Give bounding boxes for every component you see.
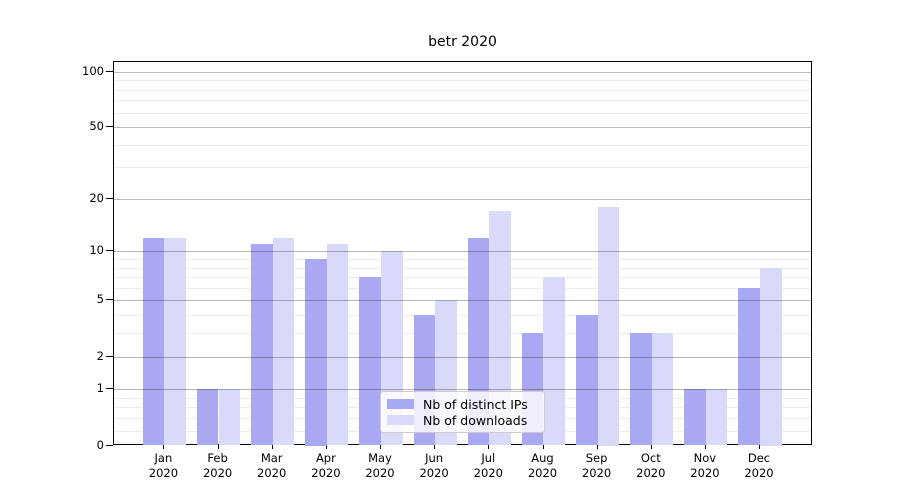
x-axis-tick-mark-dec <box>759 445 760 449</box>
plot-area <box>113 61 812 446</box>
y-axis-tick-label-2: 2 <box>96 348 104 363</box>
y-axis-tick-mark-1 <box>106 388 113 390</box>
y-axis-tick-label-0: 0 <box>96 437 104 452</box>
major-gridline-10 <box>114 251 811 253</box>
x-axis-tick-mark-jul <box>488 445 490 449</box>
bar-ips-may <box>359 277 381 446</box>
x-axis-tick-label-dec: Dec 2020 <box>744 451 774 480</box>
bar-downloads-nov <box>705 389 728 446</box>
bar-ips-apr <box>305 259 327 446</box>
x-axis-tick-label-aug: Aug 2020 <box>527 451 558 480</box>
x-axis-tick-label-oct: Oct 2020 <box>636 451 666 480</box>
minor-gridline-7 <box>114 277 811 279</box>
legend-row-distinct-ips: Nb of distinct IPs <box>387 396 538 412</box>
minor-gridline-30 <box>114 167 811 169</box>
y-axis-tick-label-10: 10 <box>89 243 104 258</box>
minor-gridline-90 <box>114 80 811 82</box>
x-axis-tick-mark-apr <box>325 445 327 449</box>
bar-downloads-sep <box>597 207 620 446</box>
x-axis-tick-label-apr: Apr 2020 <box>311 451 341 480</box>
y-axis-tick-mark-5 <box>106 299 113 301</box>
y-axis-tick-mark-0 <box>106 444 113 446</box>
bar-ips-nov <box>684 389 706 446</box>
bar-downloads-aug <box>543 277 565 446</box>
bar-downloads-feb <box>218 389 241 446</box>
x-axis-tick-label-nov: Nov 2020 <box>690 451 720 480</box>
bar-ips-oct <box>630 333 652 446</box>
x-axis-tick-mark-mar <box>271 445 273 449</box>
x-axis-tick-label-jul: Jul 2020 <box>473 451 503 480</box>
legend-label-distinct-ips: Nb of distinct IPs <box>423 396 528 412</box>
bar-ips-dec <box>738 287 760 446</box>
x-axis-tick-mark-jan <box>163 445 165 449</box>
bar-ips-mar <box>251 244 273 446</box>
major-gridline-100 <box>114 71 811 73</box>
x-axis-tick-mark-feb <box>217 445 219 449</box>
x-axis-tick-label-jun: Jun 2020 <box>419 451 449 480</box>
x-axis-tick-mark-may <box>380 445 381 449</box>
x-axis-tick-label-may: May 2020 <box>365 451 395 480</box>
bar-ips-jan <box>142 237 165 446</box>
x-axis-tick-label-jan: Jan 2020 <box>148 451 179 480</box>
major-gridline-5 <box>114 300 811 302</box>
minor-gridline-70 <box>114 100 811 102</box>
y-axis-tick-label-50: 50 <box>89 119 104 133</box>
bar-downloads-jul <box>489 211 511 446</box>
major-gridline-50 <box>114 127 811 128</box>
y-axis-tick-label-20: 20 <box>89 190 104 205</box>
minor-gridline-8 <box>114 267 811 269</box>
y-axis-tick-mark-10 <box>106 250 113 252</box>
bar-downloads-dec <box>760 267 782 446</box>
x-axis-tick-mark-sep <box>596 445 598 449</box>
y-axis-tick-label-5: 5 <box>96 292 104 307</box>
y-axis-tick-mark-20 <box>106 197 113 199</box>
legend-swatch-distinct-ips <box>387 399 414 409</box>
minor-gridline-4 <box>114 315 811 317</box>
minor-gridline-40 <box>114 144 811 146</box>
bar-downloads-apr <box>326 244 349 446</box>
x-axis-tick-label-feb: Feb 2020 <box>202 451 233 480</box>
x-axis-tick-mark-oct <box>650 445 652 449</box>
major-gridline-1 <box>114 389 811 391</box>
legend-swatch-downloads <box>387 415 414 425</box>
minor-gridline-60 <box>114 112 811 114</box>
minor-gridline-6 <box>114 287 811 289</box>
legend-row-downloads: Nb of downloads <box>387 412 538 428</box>
minor-gridline-80 <box>114 89 811 91</box>
x-axis-tick-label-sep: Sep 2020 <box>581 451 612 480</box>
y-axis-tick-label-100: 100 <box>82 63 104 78</box>
chart-title: betr 2020 <box>428 34 497 50</box>
y-axis-tick-mark-2 <box>106 355 113 357</box>
bar-ips-sep <box>576 315 598 446</box>
x-axis-tick-label-mar: Mar 2020 <box>257 451 287 480</box>
y-axis-tick-mark-50 <box>106 126 113 127</box>
bar-downloads-oct <box>651 333 674 446</box>
major-gridline-2 <box>114 356 811 358</box>
x-axis-tick-mark-nov <box>704 445 706 449</box>
legend-label-downloads: Nb of downloads <box>423 412 528 428</box>
y-axis-tick-mark-100 <box>106 70 113 72</box>
bar-ips-feb <box>196 389 219 446</box>
x-axis-tick-mark-jun <box>434 445 436 449</box>
bar-downloads-mar <box>272 237 295 446</box>
major-gridline-20 <box>114 198 811 200</box>
x-axis-tick-mark-aug <box>542 445 544 449</box>
minor-gridline-3 <box>114 333 811 335</box>
bar-downloads-jan <box>164 237 186 446</box>
y-axis-tick-label-1: 1 <box>96 381 104 396</box>
minor-gridline-9 <box>114 259 811 260</box>
legend: Nb of distinct IPs Nb of downloads <box>380 391 545 433</box>
